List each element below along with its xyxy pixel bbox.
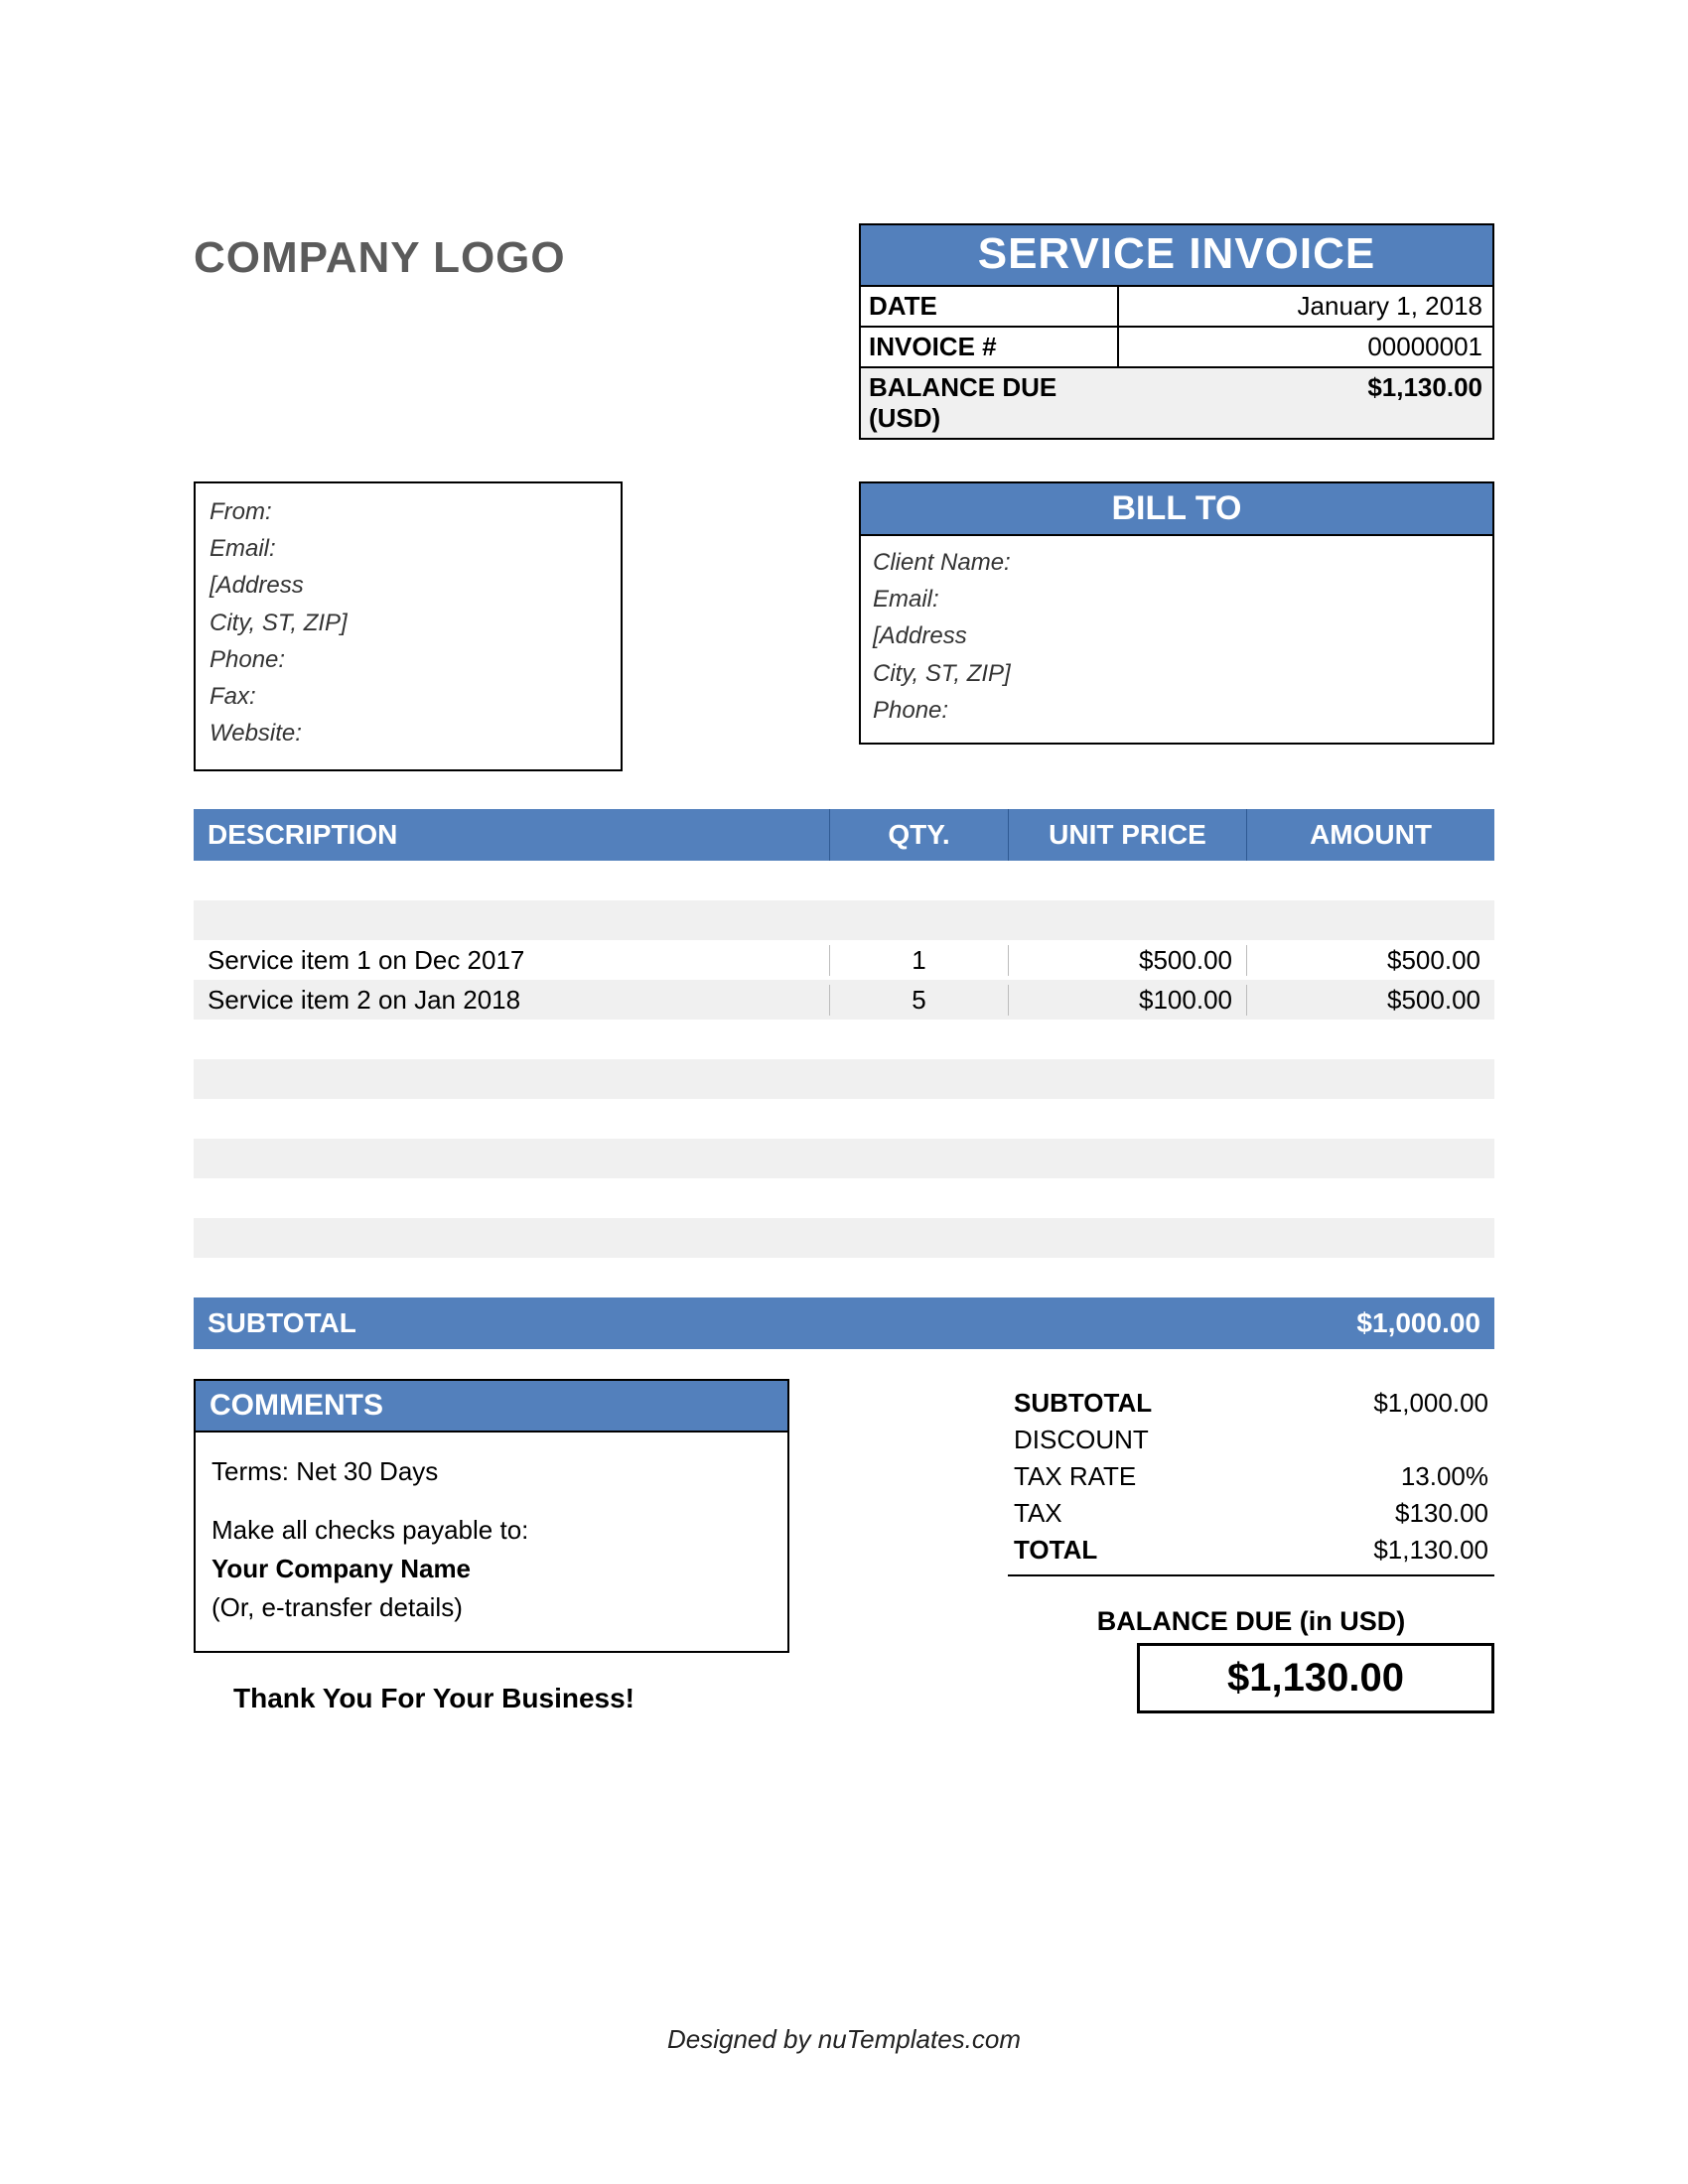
cell-unit: $500.00	[1008, 945, 1246, 976]
from-line: City, ST, ZIP]	[210, 605, 607, 641]
balance-due-label: BALANCE DUE (in USD)	[1008, 1606, 1494, 1637]
invoice-title: SERVICE INVOICE	[861, 225, 1492, 285]
balance-row: BALANCE DUE (USD) $1,130.00	[861, 366, 1492, 438]
col-description: DESCRIPTION	[194, 809, 829, 861]
bill-to-outer: BILL TO Client Name: Email: [Address Cit…	[859, 481, 1494, 771]
totals-taxrate-value: 13.00%	[1320, 1461, 1488, 1492]
invoice-header-box: SERVICE INVOICE DATE January 1, 2018 INV…	[859, 223, 1494, 440]
col-amount: AMOUNT	[1246, 809, 1494, 861]
address-row: From: Email: [Address City, ST, ZIP] Pho…	[194, 481, 1494, 771]
bill-to-box: Client Name: Email: [Address City, ST, Z…	[859, 534, 1494, 745]
comments-box: Terms: Net 30 Days Make all checks payab…	[194, 1431, 789, 1653]
top-row: COMPANY LOGO SERVICE INVOICE DATE Januar…	[194, 223, 1494, 440]
totals-box: SUBTOTAL $1,000.00 DISCOUNT TAX RATE 13.…	[1008, 1385, 1494, 1714]
totals-subtotal-value: $1,000.00	[1320, 1388, 1488, 1419]
table-row	[194, 1139, 1494, 1178]
company-logo: COMPANY LOGO	[194, 233, 566, 283]
table-row	[194, 1059, 1494, 1099]
totals-subtotal-row: SUBTOTAL $1,000.00	[1008, 1385, 1494, 1422]
comments-col: COMMENTS Terms: Net 30 Days Make all che…	[194, 1379, 789, 1714]
balance-due-box: $1,130.00	[1137, 1643, 1494, 1713]
table-row	[194, 1218, 1494, 1258]
billto-line: Email:	[873, 581, 1480, 617]
from-line: Phone:	[210, 641, 607, 678]
cell-amount: $500.00	[1246, 985, 1494, 1016]
date-row: DATE January 1, 2018	[861, 285, 1492, 326]
billto-line: City, ST, ZIP]	[873, 655, 1480, 692]
cell-desc: Service item 1 on Dec 2017	[194, 945, 829, 976]
subtotal-value: $1,000.00	[1356, 1307, 1480, 1339]
cell-unit: $100.00	[1008, 985, 1246, 1016]
subtotal-label: SUBTOTAL	[208, 1307, 356, 1339]
invoice-number-value: 00000001	[1119, 328, 1492, 366]
totals-total-row: TOTAL $1,130.00	[1008, 1532, 1494, 1569]
totals-tax-value: $130.00	[1320, 1498, 1488, 1529]
table-row	[194, 1258, 1494, 1297]
table-row: Service item 2 on Jan 20185$100.00$500.0…	[194, 980, 1494, 1020]
totals-subtotal-label: SUBTOTAL	[1014, 1388, 1152, 1419]
subtotal-bar: SUBTOTAL $1,000.00	[194, 1297, 1494, 1349]
bottom-row: COMMENTS Terms: Net 30 Days Make all che…	[194, 1379, 1494, 1714]
comments-outer: COMMENTS Terms: Net 30 Days Make all che…	[194, 1379, 789, 1653]
invoice-page: COMPANY LOGO SERVICE INVOICE DATE Januar…	[0, 0, 1688, 1714]
billto-line: Client Name:	[873, 544, 1480, 581]
from-line: Email:	[210, 530, 607, 567]
from-line: Website:	[210, 715, 607, 751]
table-row: Service item 1 on Dec 20171$500.00$500.0…	[194, 940, 1494, 980]
balance-due-section: BALANCE DUE (in USD) $1,130.00	[1008, 1606, 1494, 1713]
table-row	[194, 1178, 1494, 1218]
billto-line: Phone:	[873, 692, 1480, 729]
from-line: From:	[210, 493, 607, 530]
totals-total-label: TOTAL	[1014, 1535, 1097, 1566]
footer-credit: Designed by nuTemplates.com	[0, 2024, 1688, 2055]
totals-tax-row: TAX $130.00	[1008, 1495, 1494, 1532]
date-value: January 1, 2018	[1119, 287, 1492, 326]
balance-label: BALANCE DUE (USD)	[861, 368, 1119, 438]
comments-payable: Make all checks payable to:	[211, 1511, 772, 1550]
totals-total-value: $1,130.00	[1320, 1535, 1488, 1566]
items-body: Service item 1 on Dec 20171$500.00$500.0…	[194, 861, 1494, 1297]
col-unit-price: UNIT PRICE	[1008, 809, 1246, 861]
totals-tax-label: TAX	[1014, 1498, 1062, 1529]
totals-discount-value	[1320, 1425, 1488, 1455]
table-row	[194, 900, 1494, 940]
totals-taxrate-label: TAX RATE	[1014, 1461, 1136, 1492]
comments-company: Your Company Name	[211, 1550, 772, 1588]
bill-to-title: BILL TO	[859, 481, 1494, 534]
table-row	[194, 1020, 1494, 1059]
comments-title: COMMENTS	[194, 1379, 789, 1431]
items-table: DESCRIPTION QTY. UNIT PRICE AMOUNT Servi…	[194, 809, 1494, 1349]
cell-amount: $500.00	[1246, 945, 1494, 976]
totals-discount-row: DISCOUNT	[1008, 1422, 1494, 1458]
totals-discount-label: DISCOUNT	[1014, 1425, 1149, 1455]
balance-value: $1,130.00	[1119, 368, 1492, 438]
comments-etransfer: (Or, e-transfer details)	[211, 1588, 772, 1627]
totals-taxrate-row: TAX RATE 13.00%	[1008, 1458, 1494, 1495]
invoice-number-row: INVOICE # 00000001	[861, 326, 1492, 366]
col-qty: QTY.	[829, 809, 1008, 861]
billto-line: [Address	[873, 617, 1480, 654]
from-line: Fax:	[210, 678, 607, 715]
totals-divider	[1008, 1574, 1494, 1576]
thank-you: Thank You For Your Business!	[233, 1683, 789, 1714]
from-box: From: Email: [Address City, ST, ZIP] Pho…	[194, 481, 623, 771]
spacer	[211, 1491, 772, 1511]
from-line: [Address	[210, 567, 607, 604]
table-row	[194, 1099, 1494, 1139]
table-row	[194, 861, 1494, 900]
cell-desc: Service item 2 on Jan 2018	[194, 985, 829, 1016]
items-header: DESCRIPTION QTY. UNIT PRICE AMOUNT	[194, 809, 1494, 861]
invoice-number-label: INVOICE #	[861, 328, 1119, 366]
cell-qty: 5	[829, 985, 1008, 1016]
cell-qty: 1	[829, 945, 1008, 976]
comments-terms: Terms: Net 30 Days	[211, 1452, 772, 1491]
date-label: DATE	[861, 287, 1119, 326]
